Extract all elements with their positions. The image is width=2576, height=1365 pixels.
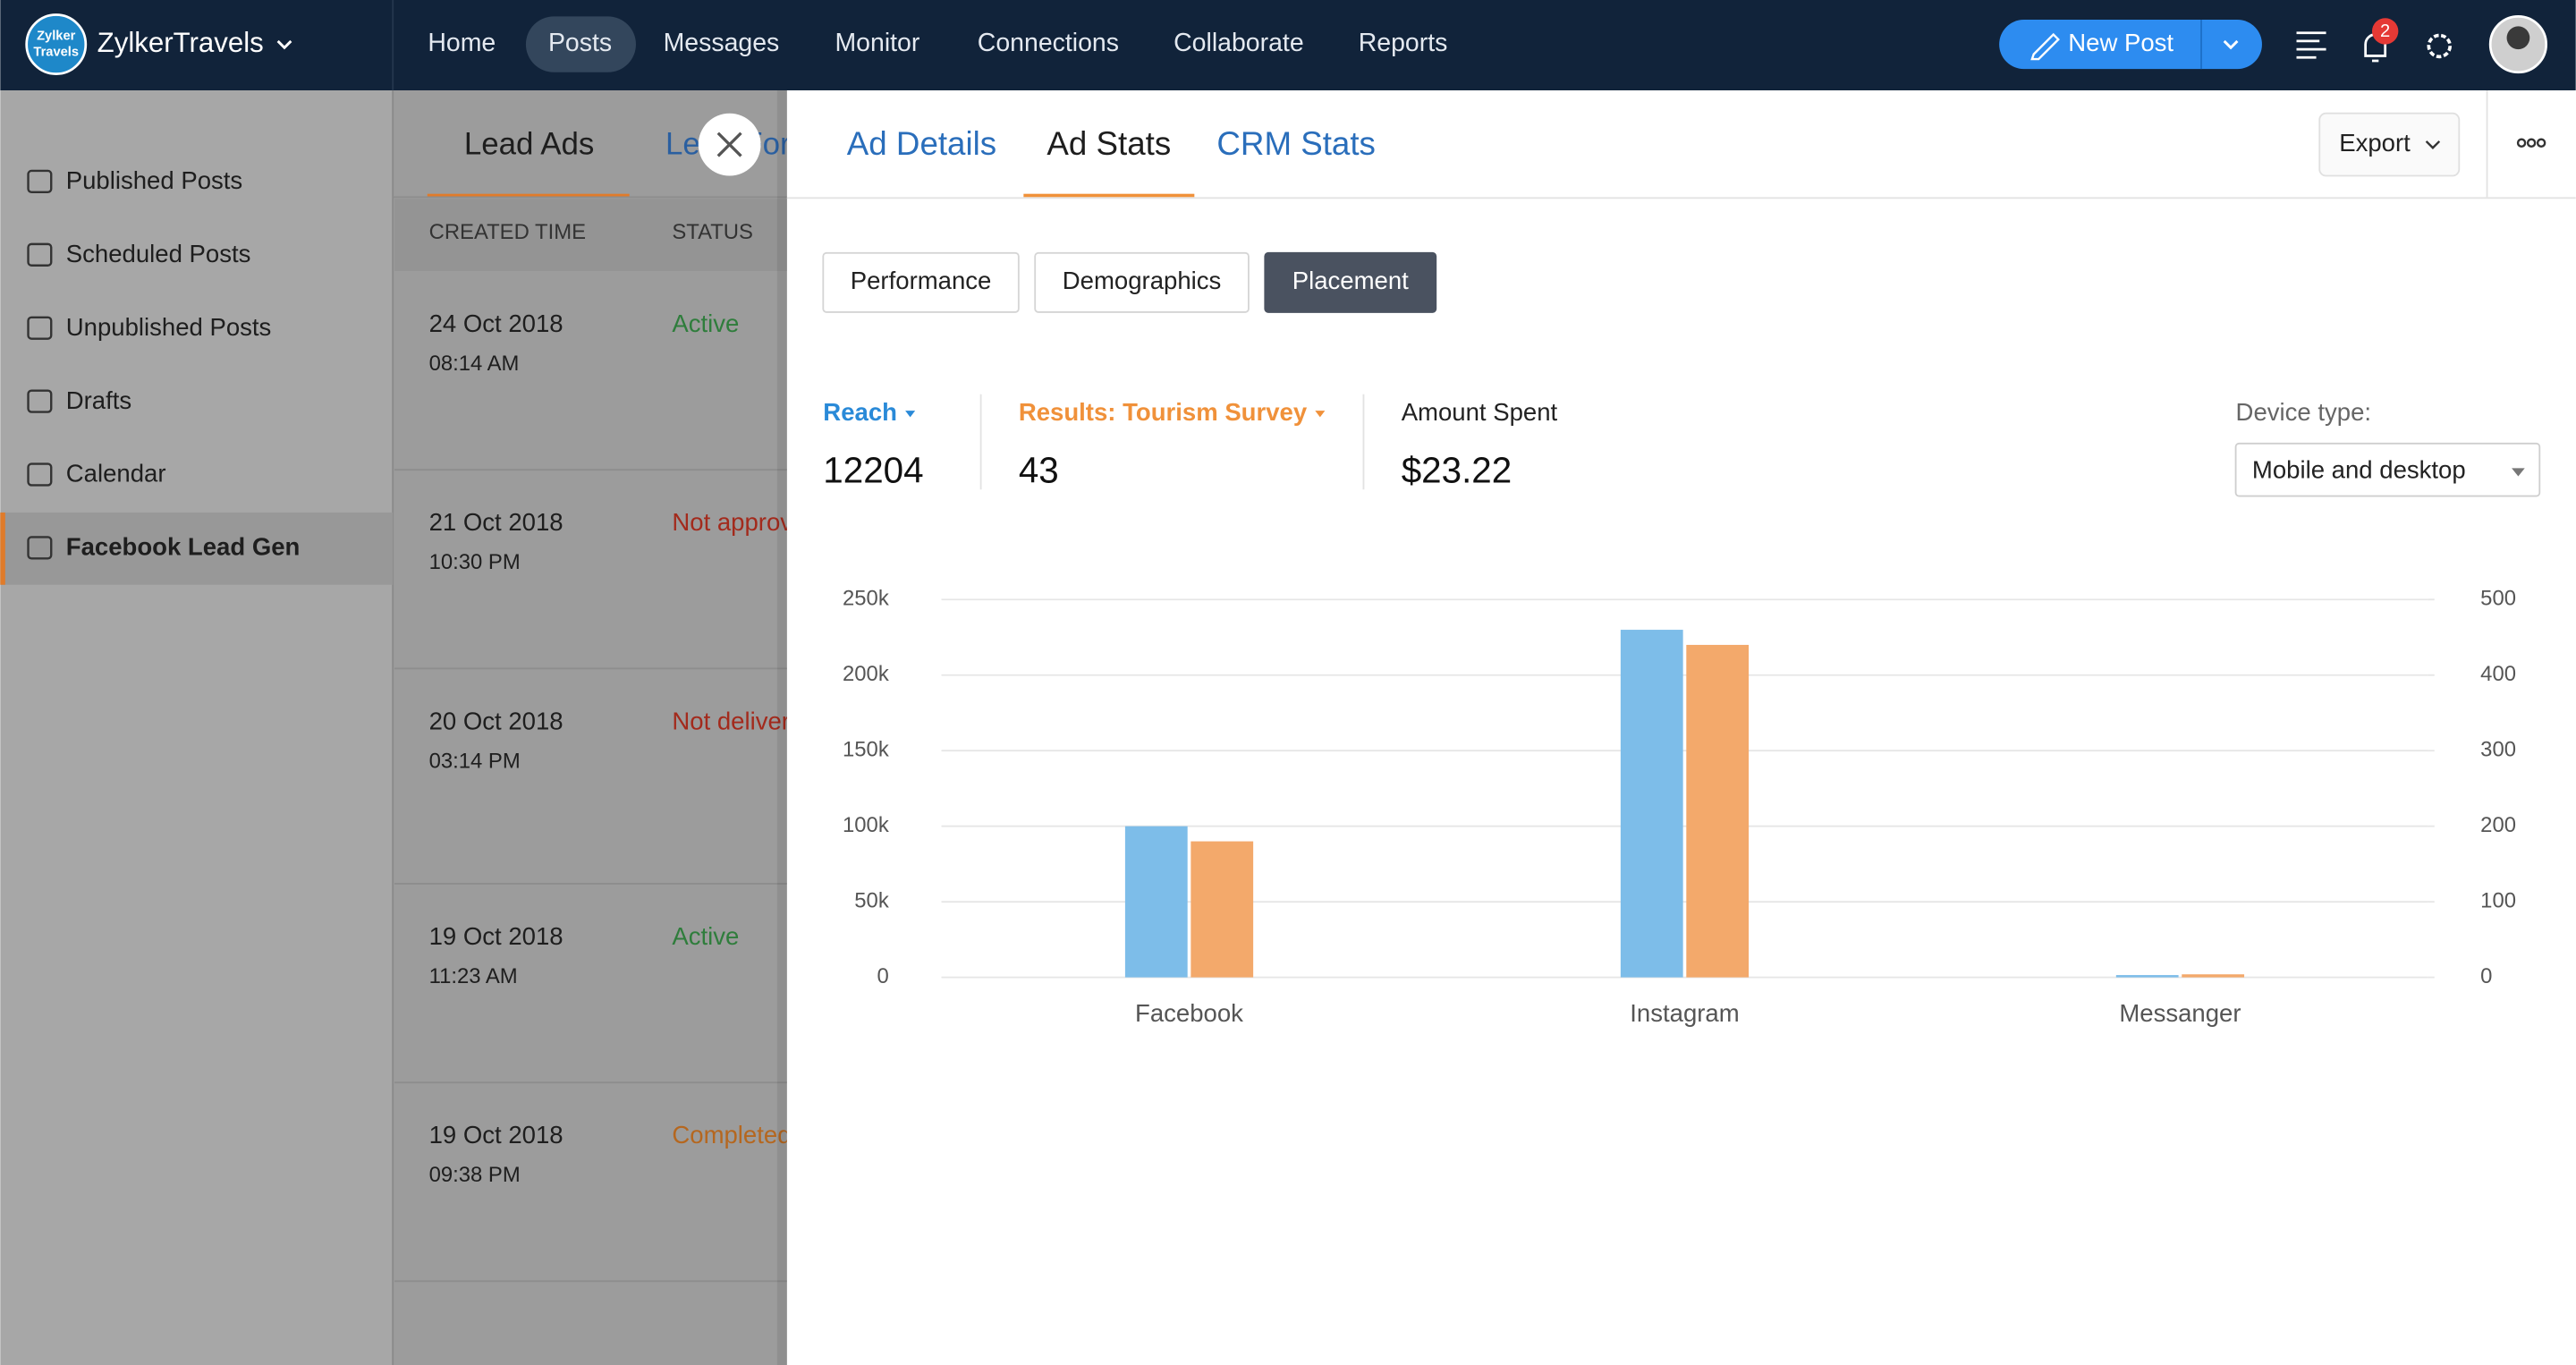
brand[interactable]: ZylkerTravels [97, 27, 264, 58]
logo-text: Zylker [37, 29, 76, 43]
row-status: Active [672, 922, 739, 950]
badge-count: 2 [2380, 21, 2390, 41]
y-tick-label: 250k [843, 587, 889, 611]
y2-tick-label: 200 [2480, 813, 2516, 837]
x-tick-label: Messanger [2119, 999, 2241, 1027]
panel-tab[interactable]: CRM Stats [1216, 125, 1375, 162]
y2-tick-label: 100 [2480, 888, 2516, 912]
y-tick-label: 50k [854, 888, 889, 912]
nav-item[interactable]: Home [428, 29, 496, 57]
sidebar-active-bar [0, 513, 5, 585]
x-tick-label: Instagram [1630, 999, 1739, 1027]
y2-tick-label: 500 [2480, 587, 2516, 611]
new-post-label: New Post [2068, 29, 2174, 56]
sidebar-item[interactable]: Calendar [66, 460, 166, 488]
column-header: STATUS [672, 220, 753, 244]
row-time: 08:14 AM [429, 352, 520, 376]
metric-label[interactable]: Reach [823, 398, 897, 426]
nav-item[interactable]: Reports [1359, 29, 1448, 57]
sidebar-item[interactable]: Drafts [66, 386, 131, 414]
nav-item[interactable]: Connections [978, 29, 1119, 57]
row-time: 11:23 AM [429, 964, 518, 988]
x-tick-label: Facebook [1135, 999, 1243, 1027]
row-date: 24 Oct 2018 [429, 309, 564, 337]
sidebar-item[interactable]: Facebook Lead Gen [66, 533, 301, 561]
device-value: Mobile and desktop [2252, 455, 2466, 483]
nav-item[interactable]: Monitor [835, 29, 919, 57]
row-time: 03:14 PM [429, 749, 521, 773]
panel-tab[interactable]: Ad Stats [1046, 125, 1171, 162]
subtab-label: Placement [1292, 267, 1409, 294]
metric-label[interactable]: Results: Tourism Survey [1019, 398, 1308, 426]
row-date: 21 Oct 2018 [429, 508, 564, 536]
y-tick-label: 150k [843, 738, 889, 762]
nav-item[interactable]: Collaborate [1174, 29, 1304, 57]
y-tick-label: 0 [877, 964, 888, 988]
y2-tick-label: 300 [2480, 738, 2516, 762]
metric-label: Amount Spent [1402, 398, 1558, 426]
nav-item[interactable]: Posts [548, 29, 612, 57]
panel-tab-underline [1023, 194, 1194, 198]
y2-tick-label: 400 [2480, 662, 2516, 686]
column-header: CREATED TIME [429, 220, 586, 244]
row-status: Completed [672, 1121, 791, 1149]
export-label: Export [2339, 129, 2411, 157]
nav-item[interactable]: Messages [664, 29, 780, 57]
bar [1191, 842, 1253, 978]
avatar-head [2507, 26, 2530, 49]
y-tick-label: 200k [843, 662, 889, 686]
subtab-label: Demographics [1063, 267, 1222, 294]
subtab-label: Performance [851, 267, 992, 294]
bar [2116, 975, 2179, 978]
panel-tab[interactable]: Ad Details [847, 125, 996, 162]
row-time: 10:30 PM [429, 550, 521, 574]
row-date: 19 Oct 2018 [429, 922, 564, 950]
bar [1621, 630, 1683, 978]
metric-value: 43 [1019, 450, 1059, 491]
bar [1686, 645, 1749, 978]
logo-text: Travels [33, 46, 79, 60]
sidebar-item[interactable]: Scheduled Posts [66, 240, 251, 267]
row-date: 19 Oct 2018 [429, 1121, 564, 1149]
bar [1125, 827, 1188, 978]
y-tick-label: 100k [843, 813, 889, 837]
row-date: 20 Oct 2018 [429, 707, 564, 734]
metric-value: 12204 [823, 450, 923, 491]
device-label: Device type: [2236, 398, 2372, 426]
sidebar [0, 90, 393, 1365]
metric-value: $23.22 [1402, 450, 1513, 491]
sidebar-item[interactable]: Published Posts [66, 166, 242, 194]
sidebar-item[interactable]: Unpublished Posts [66, 313, 272, 341]
logo [27, 15, 86, 74]
row-status: Active [672, 309, 739, 337]
list-tab[interactable]: Lead Ads [464, 127, 594, 162]
row-time: 09:38 PM [429, 1163, 521, 1187]
y2-tick-label: 0 [2480, 964, 2492, 988]
bar [2182, 974, 2244, 977]
